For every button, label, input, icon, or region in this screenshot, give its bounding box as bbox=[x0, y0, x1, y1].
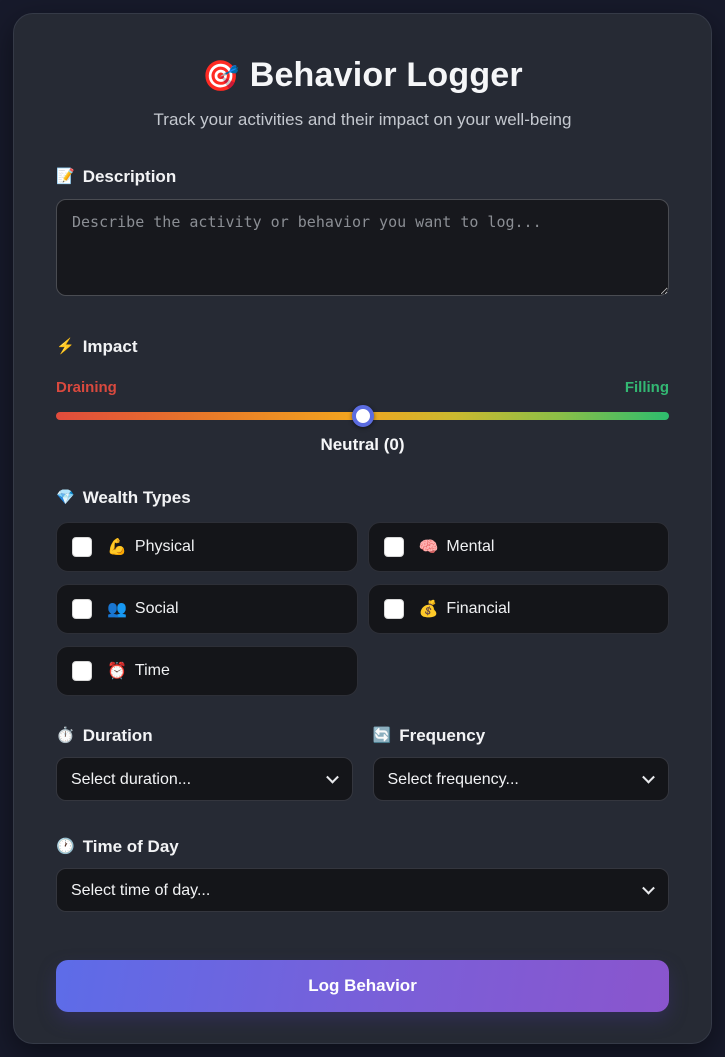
duration-select[interactable]: Select duration... bbox=[56, 757, 353, 801]
wealth-type-label: Financial bbox=[446, 600, 511, 617]
wealth-type-label: Social bbox=[134, 600, 179, 617]
log-behavior-button[interactable]: Log Behavior bbox=[56, 960, 669, 1012]
frequency-label: 🔄 Frequency bbox=[373, 725, 670, 746]
wealth-types-grid: 💪 Physical 🧠 Mental 👥 Social 💰 Financial bbox=[56, 522, 669, 696]
people-icon: 👥 bbox=[107, 601, 127, 618]
wealth-types-label: 💎 Wealth Types bbox=[56, 487, 669, 508]
page-title-text: Behavior Logger bbox=[249, 56, 523, 94]
behavior-logger-card: 🎯 Behavior Logger Track your activities a… bbox=[13, 13, 712, 1044]
impact-label: ⚡ Impact bbox=[56, 336, 669, 357]
description-label-text: Description bbox=[82, 167, 177, 186]
arrows-cycle-icon: 🔄 bbox=[372, 727, 392, 744]
mental-checkbox[interactable] bbox=[383, 537, 404, 557]
description-section: 📝 Description bbox=[56, 166, 669, 301]
time-checkbox[interactable] bbox=[72, 661, 92, 681]
time-of-day-section: 🕐 Time of Day Select time of day... bbox=[56, 836, 669, 912]
impact-min-label: Draining bbox=[56, 379, 117, 396]
wealth-type-label: Time bbox=[134, 662, 170, 679]
target-icon: 🎯 bbox=[202, 60, 240, 93]
impact-slider[interactable] bbox=[56, 405, 669, 427]
clock-icon: 🕐 bbox=[56, 838, 75, 855]
time-of-day-label: 🕐 Time of Day bbox=[56, 836, 669, 857]
muscle-icon: 💪 bbox=[107, 539, 127, 556]
page-subtitle: Track your activities and their impact o… bbox=[153, 110, 572, 129]
duration-section: ⏱️ Duration Select duration... bbox=[56, 725, 353, 801]
impact-section: ⚡ Impact Draining Filling Neutral (0) bbox=[56, 336, 669, 455]
frequency-label-text: Frequency bbox=[399, 726, 486, 745]
time-of-day-select[interactable]: Select time of day... bbox=[56, 868, 669, 912]
wealth-type-label: Mental bbox=[446, 538, 495, 555]
lightning-icon: ⚡ bbox=[56, 338, 75, 355]
impact-slider-thumb[interactable] bbox=[351, 405, 374, 427]
wealth-type-mental[interactable]: 🧠 Mental bbox=[367, 522, 669, 572]
page-title: 🎯 Behavior Logger bbox=[56, 54, 669, 98]
money-bag-icon: 💰 bbox=[418, 601, 439, 618]
impact-end-labels: Draining Filling bbox=[56, 379, 669, 397]
impact-max-label: Filling bbox=[624, 379, 669, 396]
impact-label-text: Impact bbox=[82, 337, 138, 356]
financial-checkbox[interactable] bbox=[383, 599, 404, 619]
physical-checkbox[interactable] bbox=[72, 537, 92, 557]
alarm-clock-icon: ⏰ bbox=[107, 663, 127, 680]
frequency-select[interactable]: Select frequency... bbox=[372, 757, 669, 801]
wealth-types-label-text: Wealth Types bbox=[82, 488, 191, 507]
duration-label: ⏱️ Duration bbox=[56, 725, 353, 746]
duration-frequency-row: ⏱️ Duration Select duration... 🔄 Frequen… bbox=[56, 725, 669, 801]
brain-icon: 🧠 bbox=[418, 539, 439, 556]
memo-icon: 📝 bbox=[56, 168, 75, 185]
time-of-day-label-text: Time of Day bbox=[82, 837, 179, 856]
wealth-type-financial[interactable]: 💰 Financial bbox=[367, 584, 669, 634]
description-label: 📝 Description bbox=[56, 166, 669, 187]
frequency-section: 🔄 Frequency Select frequency... bbox=[372, 725, 670, 801]
wealth-type-label: Physical bbox=[134, 538, 195, 555]
duration-label-text: Duration bbox=[82, 726, 153, 745]
stopwatch-icon: ⏱️ bbox=[56, 727, 75, 744]
gem-icon: 💎 bbox=[56, 489, 75, 506]
description-input[interactable] bbox=[56, 199, 669, 296]
wealth-type-time[interactable]: ⏰ Time bbox=[56, 646, 358, 696]
wealth-types-section: 💎 Wealth Types 💪 Physical 🧠 Mental 👥 Soc… bbox=[56, 487, 669, 696]
impact-value: Neutral (0) bbox=[320, 435, 405, 454]
wealth-type-physical[interactable]: 💪 Physical bbox=[56, 522, 358, 572]
wealth-type-social[interactable]: 👥 Social bbox=[56, 584, 358, 634]
social-checkbox[interactable] bbox=[72, 599, 92, 619]
